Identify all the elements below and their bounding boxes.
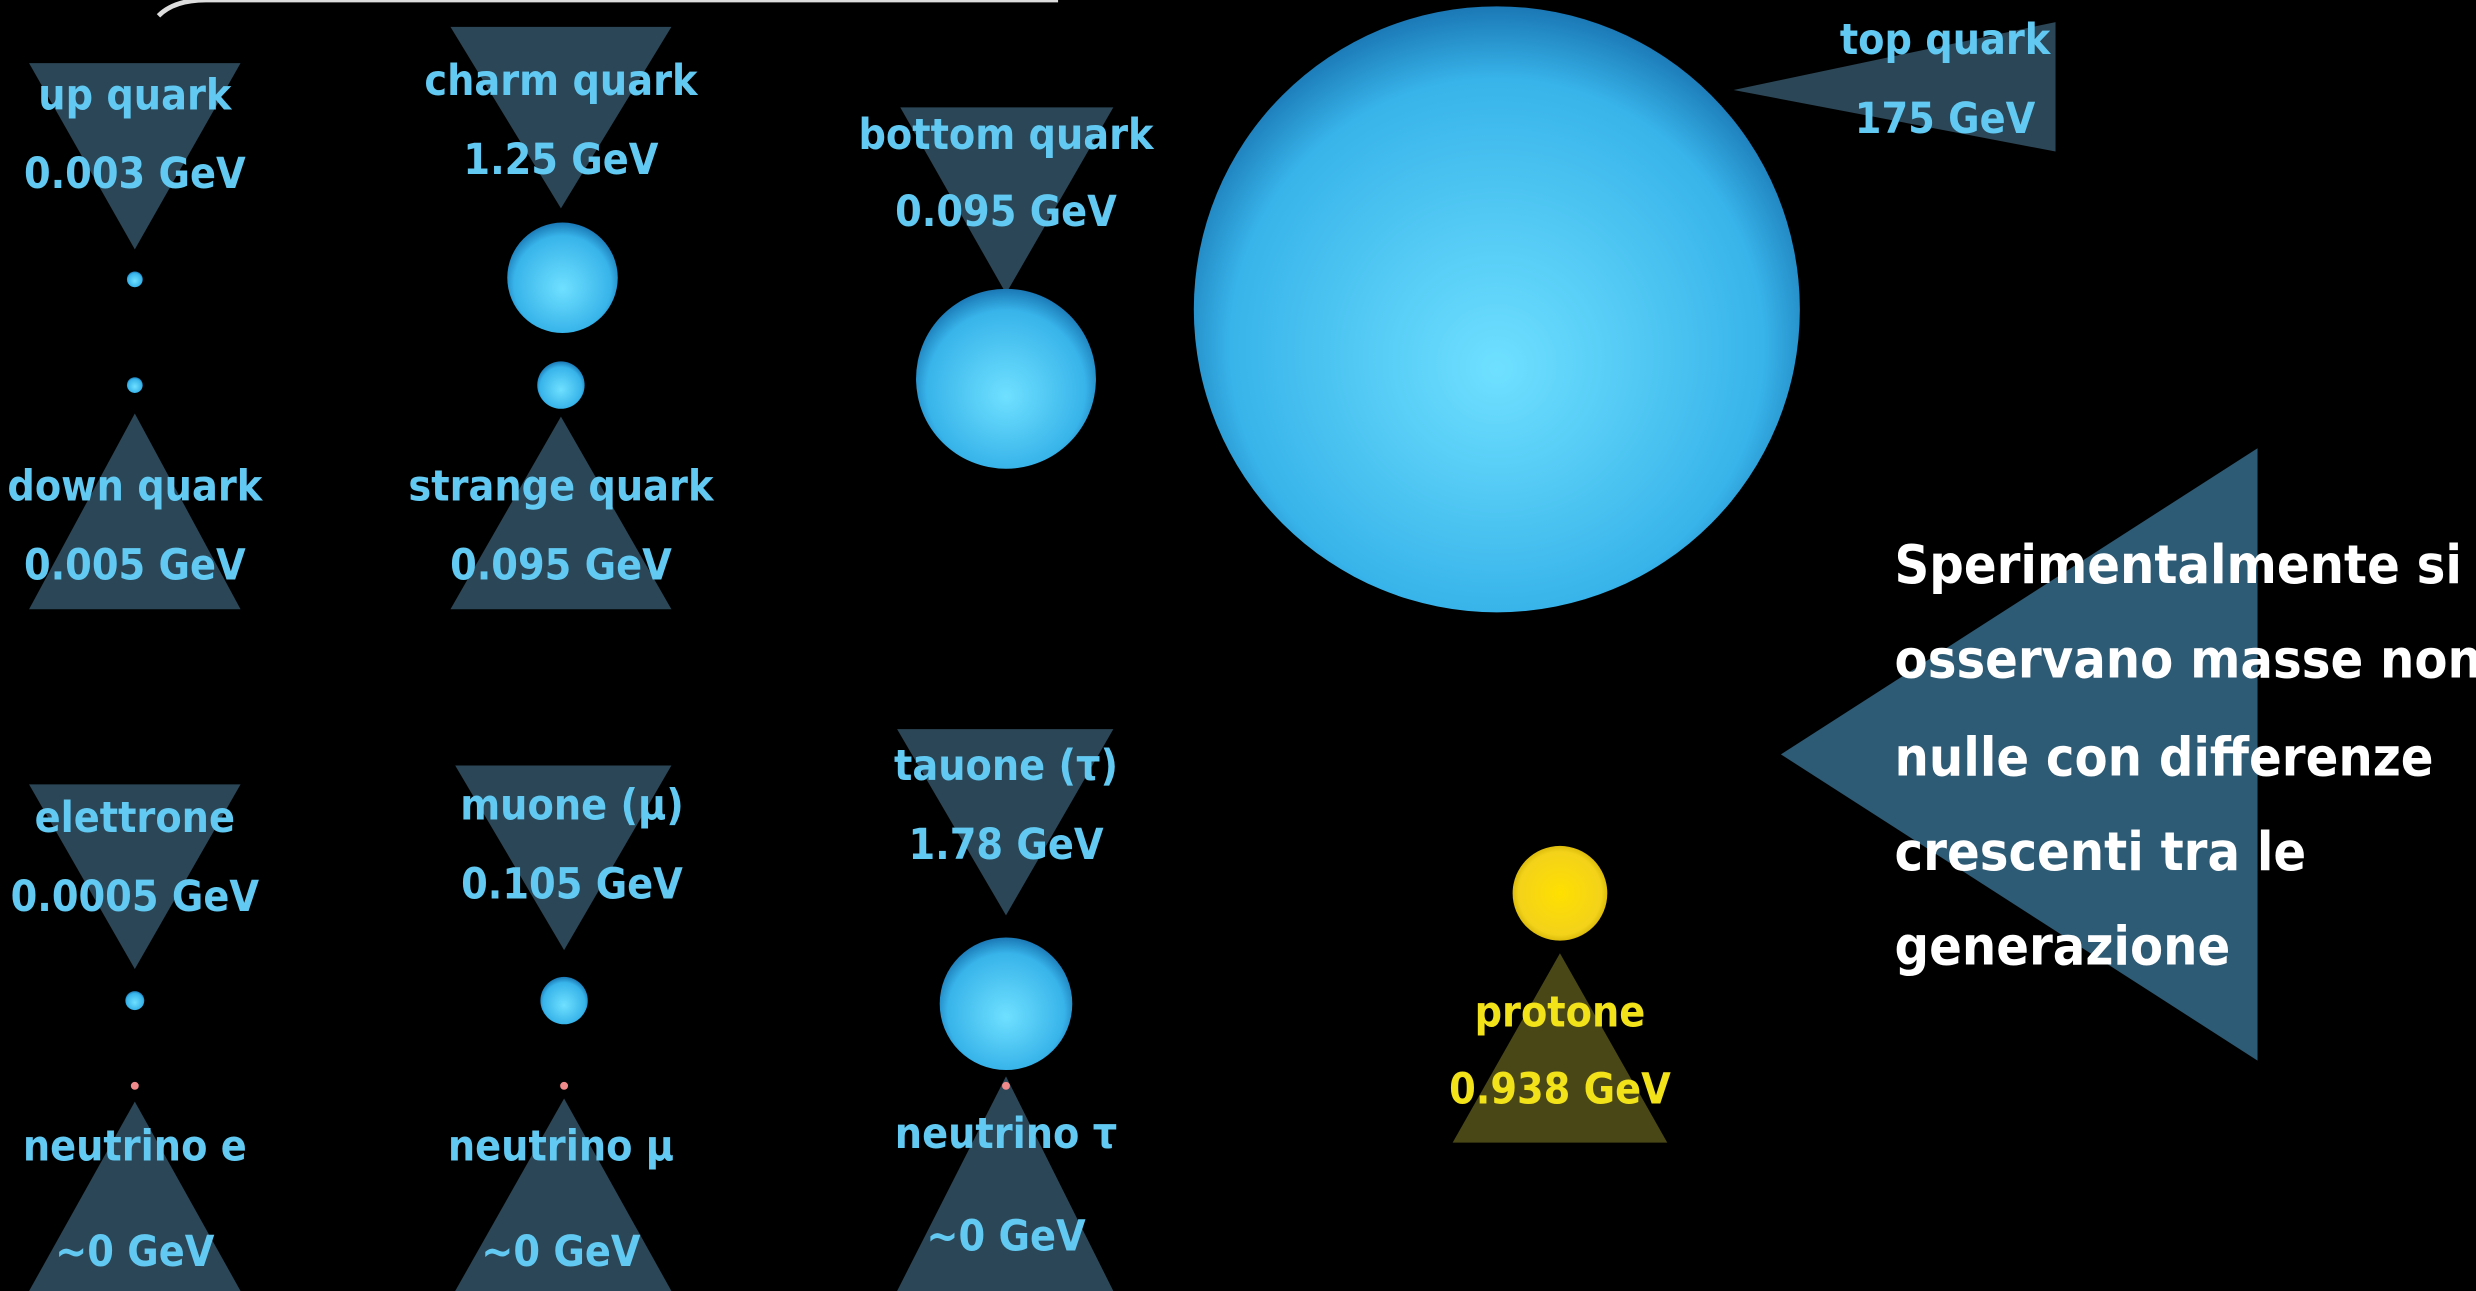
- particle-mass: ~0 GeV: [481, 1227, 641, 1277]
- particle-name: elettrone: [35, 793, 235, 843]
- sphere: [125, 991, 145, 1011]
- particle-mass: 1.78 GeV: [908, 820, 1103, 870]
- note-line: generazione: [1895, 915, 2231, 978]
- particle-name: charm quark: [424, 56, 699, 106]
- sphere: [507, 222, 618, 334]
- particle-mass: 0.095 GeV: [450, 541, 672, 591]
- particle-name: muone (μ): [460, 781, 683, 831]
- particle-name: protone: [1475, 987, 1646, 1037]
- spheres: [125, 6, 1800, 1090]
- sphere: [540, 976, 588, 1025]
- particle-mass: 0.095 GeV: [895, 187, 1117, 237]
- particle-name: neutrino τ: [895, 1109, 1117, 1159]
- sphere: [537, 361, 585, 409]
- particle-name: down quark: [7, 462, 263, 512]
- sphere: [916, 288, 1096, 469]
- note-line: osservano masse non: [1895, 628, 2476, 691]
- particle-mass: 0.0005 GeV: [11, 872, 260, 922]
- sphere: [560, 1081, 569, 1090]
- particle-name: up quark: [38, 70, 233, 120]
- sphere: [126, 377, 143, 393]
- particle-mass: 175 GeV: [1855, 94, 2036, 144]
- particle-name: top quark: [1840, 15, 2052, 65]
- sphere: [130, 1081, 139, 1090]
- sphere: [1193, 6, 1800, 613]
- triangles: [29, 22, 2258, 1291]
- particle-mass: 0.938 GeV: [1449, 1065, 1671, 1115]
- particle-mass: 0.003 GeV: [24, 149, 246, 199]
- sphere: [1512, 845, 1608, 941]
- sphere: [126, 271, 143, 288]
- sphere: [1002, 1081, 1010, 1090]
- particle-name: tauone (τ): [894, 741, 1118, 791]
- sphere: [939, 937, 1073, 1071]
- particle-mass: ~0 GeV: [55, 1227, 215, 1277]
- particle-name: bottom quark: [858, 110, 1155, 160]
- labels: up quark 0.003 GeV down quark 0.005 GeV …: [7, 15, 2051, 1277]
- note-line: Sperimentalmente si: [1895, 533, 2462, 596]
- note: Sperimentalmente si osservano masse non …: [1895, 533, 2476, 978]
- frame-edge: [156, 0, 1059, 18]
- particle-mass: 1.25 GeV: [463, 135, 658, 185]
- particle-name: neutrino e: [23, 1121, 247, 1171]
- note-line: nulle con differenze: [1895, 725, 2434, 788]
- particle-mass: 0.005 GeV: [24, 541, 246, 591]
- note-line: crescenti tra le: [1895, 820, 2307, 883]
- particle-name: strange quark: [408, 462, 715, 512]
- particle-name: neutrino μ: [448, 1121, 674, 1171]
- particle-mass: ~0 GeV: [926, 1211, 1086, 1261]
- particle-mass: 0.105 GeV: [461, 859, 683, 909]
